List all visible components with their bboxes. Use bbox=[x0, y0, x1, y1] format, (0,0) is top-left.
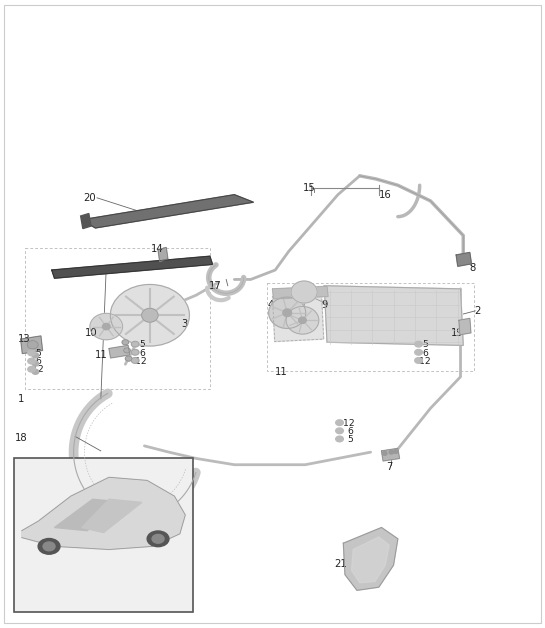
Ellipse shape bbox=[142, 308, 158, 322]
Ellipse shape bbox=[291, 281, 317, 303]
Ellipse shape bbox=[38, 539, 60, 555]
Text: 4: 4 bbox=[268, 300, 274, 310]
Polygon shape bbox=[324, 286, 463, 345]
Ellipse shape bbox=[32, 369, 39, 374]
Text: 9: 9 bbox=[322, 300, 328, 310]
Text: 7: 7 bbox=[386, 462, 392, 472]
Text: 11: 11 bbox=[95, 350, 107, 360]
Text: 6: 6 bbox=[422, 349, 428, 357]
Ellipse shape bbox=[283, 309, 292, 317]
Polygon shape bbox=[459, 318, 471, 335]
Ellipse shape bbox=[111, 284, 190, 346]
Text: 6: 6 bbox=[139, 349, 145, 357]
Ellipse shape bbox=[131, 349, 139, 355]
Polygon shape bbox=[22, 477, 185, 550]
Ellipse shape bbox=[27, 340, 38, 349]
Text: 11: 11 bbox=[275, 367, 288, 377]
Ellipse shape bbox=[393, 450, 398, 453]
Ellipse shape bbox=[131, 341, 139, 347]
Text: 12: 12 bbox=[135, 357, 147, 365]
Text: 12: 12 bbox=[419, 357, 431, 365]
Text: 10: 10 bbox=[84, 328, 97, 338]
Ellipse shape bbox=[415, 341, 422, 347]
Ellipse shape bbox=[28, 358, 35, 364]
Ellipse shape bbox=[32, 361, 39, 366]
Text: 5: 5 bbox=[139, 340, 145, 349]
Polygon shape bbox=[343, 528, 398, 590]
Text: 5: 5 bbox=[35, 349, 41, 358]
Ellipse shape bbox=[152, 534, 164, 543]
Ellipse shape bbox=[125, 356, 132, 361]
Ellipse shape bbox=[124, 348, 130, 353]
Polygon shape bbox=[456, 252, 471, 266]
Text: 15: 15 bbox=[303, 183, 316, 193]
Text: 2: 2 bbox=[474, 306, 481, 317]
Text: 5: 5 bbox=[422, 340, 428, 349]
Polygon shape bbox=[82, 499, 142, 533]
Ellipse shape bbox=[336, 436, 343, 442]
Text: 20: 20 bbox=[83, 193, 96, 203]
Polygon shape bbox=[54, 499, 125, 531]
Ellipse shape bbox=[28, 366, 35, 372]
Ellipse shape bbox=[43, 542, 55, 551]
Text: 6: 6 bbox=[347, 427, 353, 436]
Text: 22: 22 bbox=[283, 309, 296, 319]
Text: 14: 14 bbox=[150, 244, 164, 254]
Text: 1: 1 bbox=[17, 394, 24, 404]
Polygon shape bbox=[81, 214, 91, 229]
Ellipse shape bbox=[32, 353, 39, 358]
Ellipse shape bbox=[389, 450, 393, 454]
Polygon shape bbox=[382, 448, 399, 461]
Polygon shape bbox=[158, 247, 168, 261]
Polygon shape bbox=[352, 537, 389, 583]
Text: 6: 6 bbox=[35, 357, 41, 366]
Text: 19: 19 bbox=[451, 328, 464, 338]
Text: 5: 5 bbox=[347, 435, 353, 444]
Ellipse shape bbox=[90, 313, 123, 340]
Polygon shape bbox=[82, 195, 253, 228]
Ellipse shape bbox=[122, 340, 129, 345]
Ellipse shape bbox=[147, 531, 169, 546]
Text: 12: 12 bbox=[32, 365, 44, 374]
Ellipse shape bbox=[269, 297, 306, 328]
Ellipse shape bbox=[286, 306, 319, 334]
Bar bbox=[14, 458, 193, 612]
Ellipse shape bbox=[415, 357, 422, 363]
Ellipse shape bbox=[336, 420, 343, 426]
Text: 21: 21 bbox=[334, 559, 347, 569]
Polygon shape bbox=[272, 286, 328, 299]
Text: 8: 8 bbox=[470, 263, 476, 273]
Ellipse shape bbox=[383, 452, 387, 455]
Text: 12: 12 bbox=[343, 419, 355, 428]
Polygon shape bbox=[109, 345, 130, 358]
Ellipse shape bbox=[336, 428, 343, 434]
Polygon shape bbox=[272, 294, 324, 342]
Ellipse shape bbox=[415, 349, 422, 355]
Ellipse shape bbox=[131, 357, 139, 363]
Polygon shape bbox=[52, 256, 213, 278]
Text: 16: 16 bbox=[379, 190, 392, 200]
Text: 13: 13 bbox=[18, 334, 31, 344]
Ellipse shape bbox=[102, 323, 110, 330]
Ellipse shape bbox=[28, 350, 35, 355]
Text: 17: 17 bbox=[209, 281, 221, 291]
Text: 18: 18 bbox=[15, 433, 28, 443]
Text: 3: 3 bbox=[181, 319, 187, 329]
Polygon shape bbox=[21, 336, 43, 354]
Ellipse shape bbox=[299, 317, 306, 323]
